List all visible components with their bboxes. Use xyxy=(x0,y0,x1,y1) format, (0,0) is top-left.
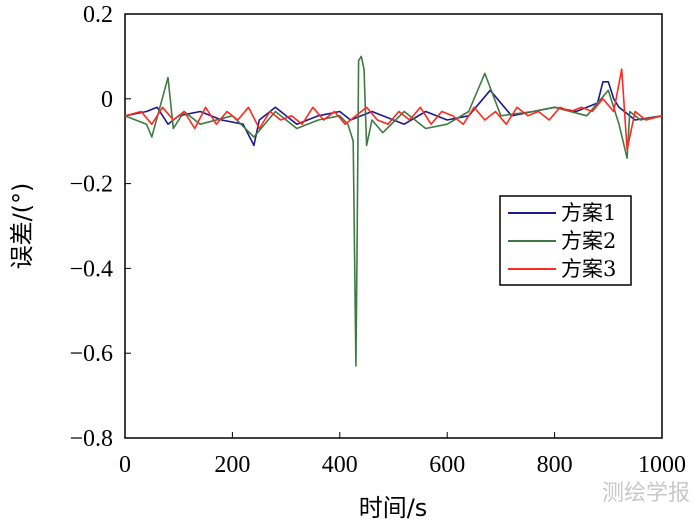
x-tick-label: 600 xyxy=(429,452,465,478)
y-tick-label: 0 xyxy=(101,87,113,113)
x-tick-label: 800 xyxy=(537,452,573,478)
x-tick-label: 1000 xyxy=(638,452,686,478)
legend: 方案1 方案2 方案3 xyxy=(499,195,632,286)
y-tick-label: 0.2 xyxy=(83,2,113,28)
x-tick-label: 400 xyxy=(322,452,358,478)
tick-layer: 0 200 400 600 800 1000 0.2 0 −0.2 −0.4 −0.6 −0.8 xyxy=(69,2,686,478)
y-tick-label: −0.4 xyxy=(69,256,113,282)
series-line-2 xyxy=(124,55,663,367)
x-tick-label: 200 xyxy=(214,452,250,478)
y-tick-label: −0.6 xyxy=(69,341,113,367)
x-axis-title: 时间/s xyxy=(359,494,428,522)
legend-label-3: 方案3 xyxy=(561,257,616,281)
series-line-3 xyxy=(124,68,663,151)
y-tick-label: −0.8 xyxy=(69,426,113,452)
legend-label-1: 方案1 xyxy=(561,201,616,225)
y-tick-label: −0.2 xyxy=(69,172,113,198)
watermark: 测绘学报 xyxy=(602,481,690,506)
y-axis-title: 误差/(°) xyxy=(8,183,36,270)
x-tick-label: 0 xyxy=(119,452,131,478)
series-layer xyxy=(124,55,663,367)
legend-label-2: 方案2 xyxy=(561,229,616,253)
